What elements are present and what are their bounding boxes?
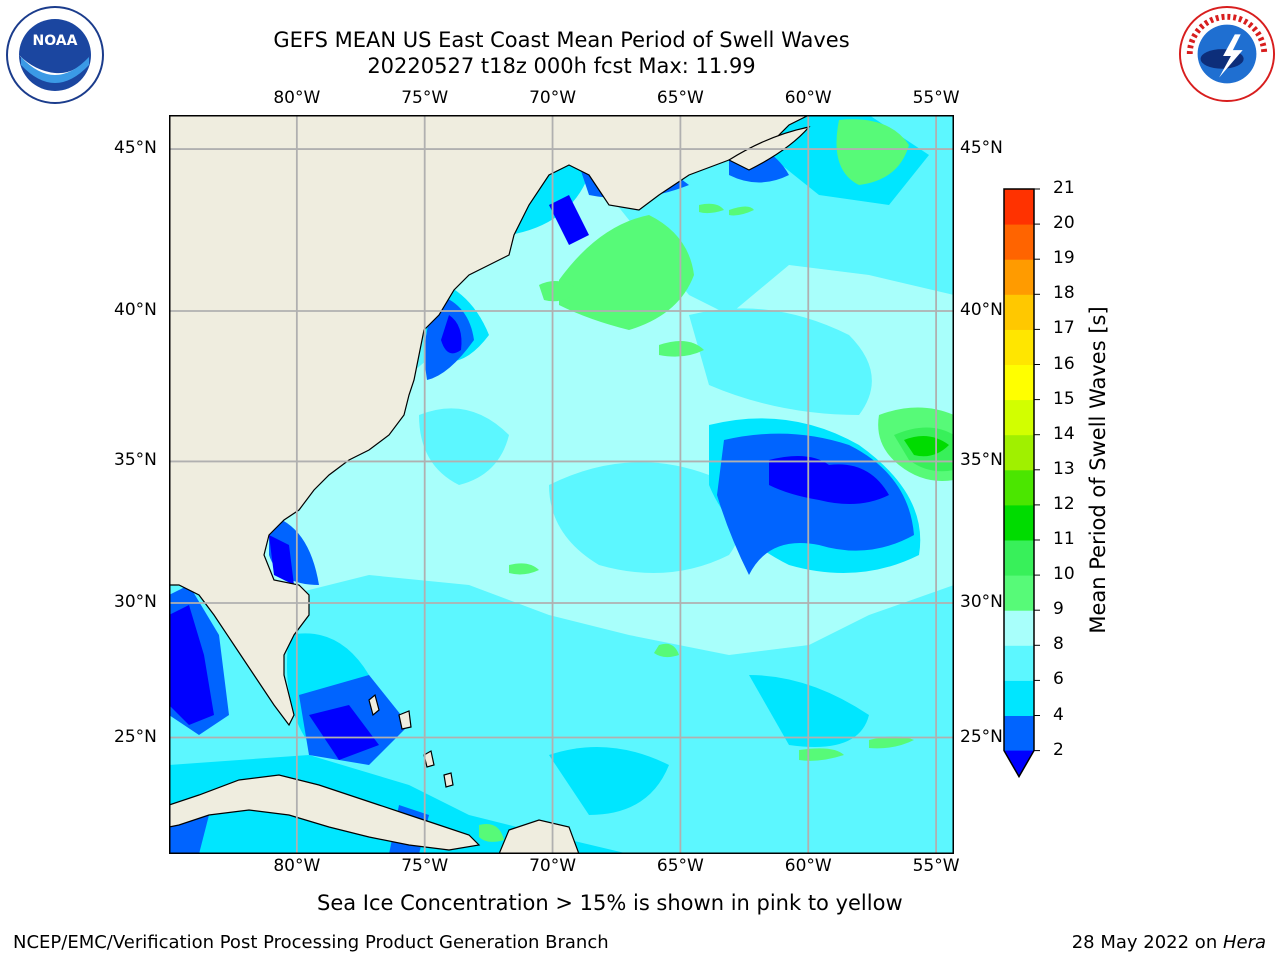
colorbar-tick-label: 21 <box>1053 178 1075 198</box>
lat-label-left: 30°N <box>114 591 157 612</box>
colorbar-tick-label: 17 <box>1053 318 1075 339</box>
lat-label-left: 40°N <box>114 299 157 320</box>
colorbar-segment <box>1004 575 1034 611</box>
map-frame <box>169 115 954 854</box>
lon-label-top: 70°W <box>529 88 577 108</box>
lon-label-bottom: 70°W <box>529 856 577 876</box>
colorbar-segment <box>1004 504 1034 541</box>
noaa-logo-text: NOAA <box>33 33 78 49</box>
lon-label-top: 75°W <box>401 88 449 108</box>
colorbar-tick-label: 14 <box>1053 423 1075 444</box>
colorbar-segment <box>1004 294 1034 330</box>
colorbar-tick-label: 9 <box>1053 599 1064 620</box>
lon-label-bottom: 80°W <box>273 856 321 876</box>
lat-label-right: 25°N <box>960 726 1003 747</box>
lon-label-bottom: 75°W <box>401 856 449 876</box>
map-gridlines <box>169 115 954 854</box>
colorbar-segment <box>1004 259 1034 295</box>
lat-label-right: 35°N <box>960 450 1003 471</box>
nws-logo <box>1178 5 1276 103</box>
colorbar-segment <box>1004 329 1034 365</box>
colorbar-label: Mean Period of Swell Waves [s] <box>1086 306 1110 634</box>
colorbar-outline <box>1003 188 1035 779</box>
colorbar <box>1003 188 1040 779</box>
colorbar-segment <box>1004 680 1034 716</box>
lon-label-bottom: 55°W <box>912 856 960 876</box>
cuba <box>169 774 481 851</box>
footer-date-text: 28 May 2022 on <box>1071 932 1223 953</box>
lon-label-top: 55°W <box>912 88 960 108</box>
swell-under-2s-areas <box>169 159 889 760</box>
colorbar-tick-label: 15 <box>1053 388 1075 409</box>
footer-host: Hera <box>1222 932 1266 953</box>
colorbar-tick-label: 20 <box>1053 213 1075 234</box>
footer-credit: NCEP/EMC/Verification Post Processing Pr… <box>13 932 609 953</box>
colorbar-segment <box>1004 469 1034 506</box>
lat-label-right: 45°N <box>960 138 1003 159</box>
lat-label-right: 30°N <box>960 591 1003 612</box>
colorbar-tick-label: 12 <box>1053 493 1075 514</box>
colorbar-segment <box>1004 434 1034 471</box>
colorbar-segment <box>1004 610 1034 646</box>
lat-label-left: 35°N <box>114 450 157 471</box>
lon-label-top: 60°W <box>784 88 832 108</box>
colorbar-tick-label: 10 <box>1053 564 1075 585</box>
colorbar-tick-label: 6 <box>1053 669 1064 690</box>
map-panel <box>169 115 954 854</box>
swell-11-12s-area <box>904 436 949 457</box>
colorbar-extend-min <box>1004 750 1034 777</box>
lon-label-top: 80°W <box>273 88 321 108</box>
colorbar-tick-label: 16 <box>1053 353 1075 374</box>
chart-title: GEFS MEAN US East Coast Mean Period of S… <box>273 28 850 52</box>
colorbar-segment <box>1004 645 1034 681</box>
land-areas <box>169 115 810 854</box>
sea-ice-note: Sea Ice Concentration > 15% is shown in … <box>317 891 903 915</box>
lon-label-bottom: 60°W <box>784 856 832 876</box>
colorbar-segment <box>1004 224 1034 260</box>
swell-9-10s-areas <box>479 119 954 842</box>
colorbar-tick-label: 4 <box>1053 704 1064 725</box>
colorbar-tick-label: 11 <box>1053 529 1075 549</box>
hispaniola <box>498 819 580 854</box>
colorbar-tick-label: 18 <box>1053 283 1075 304</box>
colorbar-tick-label: 2 <box>1053 739 1064 760</box>
lat-label-left: 45°N <box>114 138 157 159</box>
colorbar-tick-label: 13 <box>1053 458 1075 479</box>
colorbar-segment <box>1004 189 1034 225</box>
lat-label-left: 25°N <box>114 726 157 747</box>
chart-subtitle: 20220527 t18z 000h fcst Max: 11.99 <box>367 54 756 78</box>
colorbar-tick-label: 8 <box>1053 634 1064 655</box>
lon-label-top: 65°W <box>656 88 704 108</box>
lon-label-bottom: 65°W <box>656 856 704 876</box>
colorbar-segment <box>1004 364 1034 401</box>
colorbar-tick-label: 19 <box>1053 248 1075 269</box>
lat-label-right: 40°N <box>960 299 1003 320</box>
colorbar-segment <box>1004 540 1034 576</box>
colorbar-segment <box>1004 399 1034 436</box>
north-america-coast <box>169 115 810 727</box>
footer-date: 28 May 2022 on Hera <box>1072 932 1266 953</box>
noaa-logo: NOAA <box>6 6 104 104</box>
colorbar-segment <box>1004 715 1034 752</box>
